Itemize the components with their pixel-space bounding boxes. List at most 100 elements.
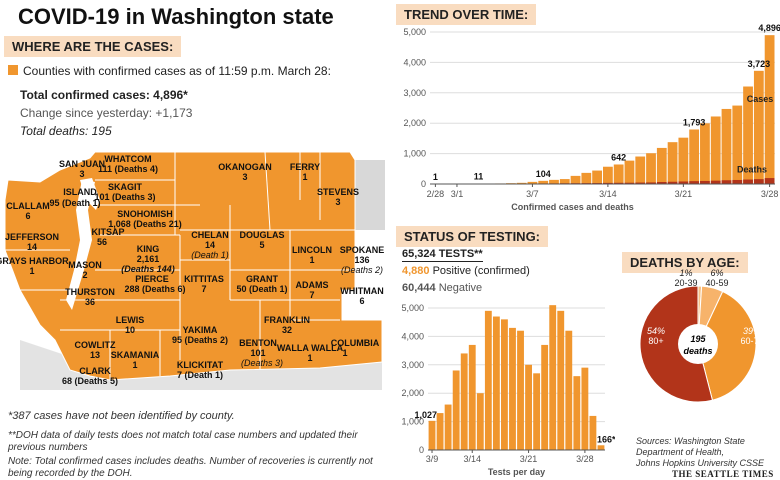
trend-x-tick: 2/28 (427, 189, 445, 199)
walla-walla-name: WALLA WALLA (277, 343, 344, 353)
pie-category-label: 80+ (648, 336, 663, 346)
tests-bar (484, 310, 492, 450)
lincoln-value: 1 (309, 255, 314, 265)
thurston-value: 36 (85, 297, 95, 307)
cases-legend-text: Counties with confirmed cases as of 11:5… (23, 64, 331, 78)
grays-harbor-name: GRAYS HARBOR (0, 256, 69, 266)
testing-header: STATUS OF TESTING: (396, 226, 549, 247)
trend-y-tick: 1,000 (403, 149, 426, 159)
washington-map: WHATCOM 111 (Deaths 4) SAN JUAN 3 SKAGIT… (0, 151, 385, 390)
pie-category-label: 40-59 (705, 278, 728, 288)
brand-logo: THE SEATTLE TIMES (672, 469, 774, 479)
san-juan-name: SAN JUAN (59, 159, 105, 169)
franklin-value: 32 (282, 325, 292, 335)
klickitat-value: 7 (Death 1) (177, 370, 223, 380)
tests-y-tick: 1,000 (401, 417, 424, 427)
cases-bar (667, 142, 678, 184)
trend-y-tick: 0 (421, 179, 426, 189)
adams-name: ADAMS (296, 280, 329, 290)
note-doh-tests: **DOH data of daily tests does not match… (8, 430, 358, 453)
pie-category-label: 20-39 (674, 278, 697, 288)
okanogan-value: 3 (242, 172, 247, 182)
whitman-value: 6 (359, 296, 364, 306)
county-lines (5, 151, 355, 380)
spokane-value: 136 (354, 255, 369, 265)
tests-bar (501, 319, 508, 450)
jefferson-value: 14 (27, 242, 37, 252)
cases-bar (743, 86, 753, 184)
cases-bar (516, 182, 527, 184)
tests-y-tick: 4,000 (401, 331, 424, 341)
cases-bar (549, 179, 559, 184)
kitsap-name: KITSAP (91, 227, 124, 237)
jefferson-name: JEFFERSON (5, 232, 59, 242)
tests-x-tick: 3/14 (463, 454, 481, 464)
trend-x-tick: 3/1 (451, 189, 464, 199)
tests-data-label: 166** (597, 434, 615, 444)
deaths-bar (732, 179, 743, 184)
thurston-name: THURSTON (65, 287, 115, 297)
trend-y-tick: 2,000 (403, 118, 426, 128)
tests-bar (565, 330, 573, 450)
skamania-value: 1 (132, 360, 137, 370)
san-juan-value: 3 (79, 169, 84, 179)
tests-bar (517, 330, 524, 450)
tests-bar (476, 393, 484, 450)
cases-bar (753, 70, 764, 184)
state-shape (4, 151, 383, 381)
tests-bar (541, 344, 549, 450)
idaho-shape (355, 160, 385, 230)
island-water (80, 178, 100, 210)
grant-name: GRANT (246, 274, 278, 284)
trend-x-tick: 3/21 (675, 189, 693, 199)
trend-data-label: 642 (611, 152, 626, 162)
pie-percent-label: 1% (679, 268, 692, 278)
tests-bar (573, 376, 581, 450)
pie-center-hole (678, 324, 718, 364)
deaths-bar (753, 179, 764, 184)
mason-name: MASON (68, 260, 102, 270)
tests-y-tick: 2,000 (401, 388, 424, 398)
note-recoveries: Note: Total confirmed cases includes dea… (8, 456, 373, 479)
tests-bar (428, 420, 436, 450)
testing-total: 65,324 TESTS** (402, 248, 483, 262)
legend-swatch (8, 65, 18, 75)
pie-percent-label: 6% (710, 268, 723, 278)
cowlitz-name: COWLITZ (75, 340, 116, 350)
stevens-name: STEVENS (317, 187, 359, 197)
snohomish-name: SNOHOMISH (117, 209, 173, 219)
pierce-value: 288 (Deaths 6) (124, 284, 185, 294)
trend-x-tick: 3/28 (761, 189, 779, 199)
ferry-value: 1 (302, 172, 307, 182)
douglas-value: 5 (259, 240, 264, 250)
trend-y-tick: 4,000 (403, 57, 426, 67)
chelan-value: 14 (205, 240, 215, 250)
cases-bar (538, 180, 549, 184)
cases-bar (678, 137, 689, 184)
mason-value: 2 (82, 270, 87, 280)
trend-data-label: 4,896 (758, 23, 780, 33)
king-deaths: (Deaths 144) (121, 264, 175, 274)
cases-bar (603, 166, 613, 184)
pie-center-label: deaths (683, 346, 712, 356)
kitsap-value: 56 (97, 237, 107, 247)
deaths-bar (656, 181, 667, 184)
cases-bar (700, 123, 710, 184)
pie-percent-label: 39% (743, 326, 761, 336)
skagit-value: 101 (Deaths 3) (94, 192, 155, 202)
cases-bar (527, 181, 538, 184)
lewis-name: LEWIS (116, 315, 145, 325)
clark-value: 68 (Deaths 5) (62, 376, 118, 386)
klickitat-name: KLICKITAT (177, 360, 224, 370)
benton-value: 101 (250, 348, 265, 358)
benton-deaths: (Deaths 3) (241, 358, 283, 368)
total-cases: Total confirmed cases: 4,896* (20, 88, 188, 102)
cases-series-label: Cases (747, 94, 774, 104)
age-pie-chart: 195 deaths 1%20-39 6%40-59 39%60-79 54%80+ (639, 268, 764, 403)
spokane-name: SPOKANE (340, 245, 385, 255)
douglas-name: DOUGLAS (240, 230, 285, 240)
trend-x-tick: 3/7 (526, 189, 539, 199)
puget-sound (66, 180, 95, 310)
deaths-bar (700, 180, 710, 184)
cases-bar (570, 175, 581, 184)
